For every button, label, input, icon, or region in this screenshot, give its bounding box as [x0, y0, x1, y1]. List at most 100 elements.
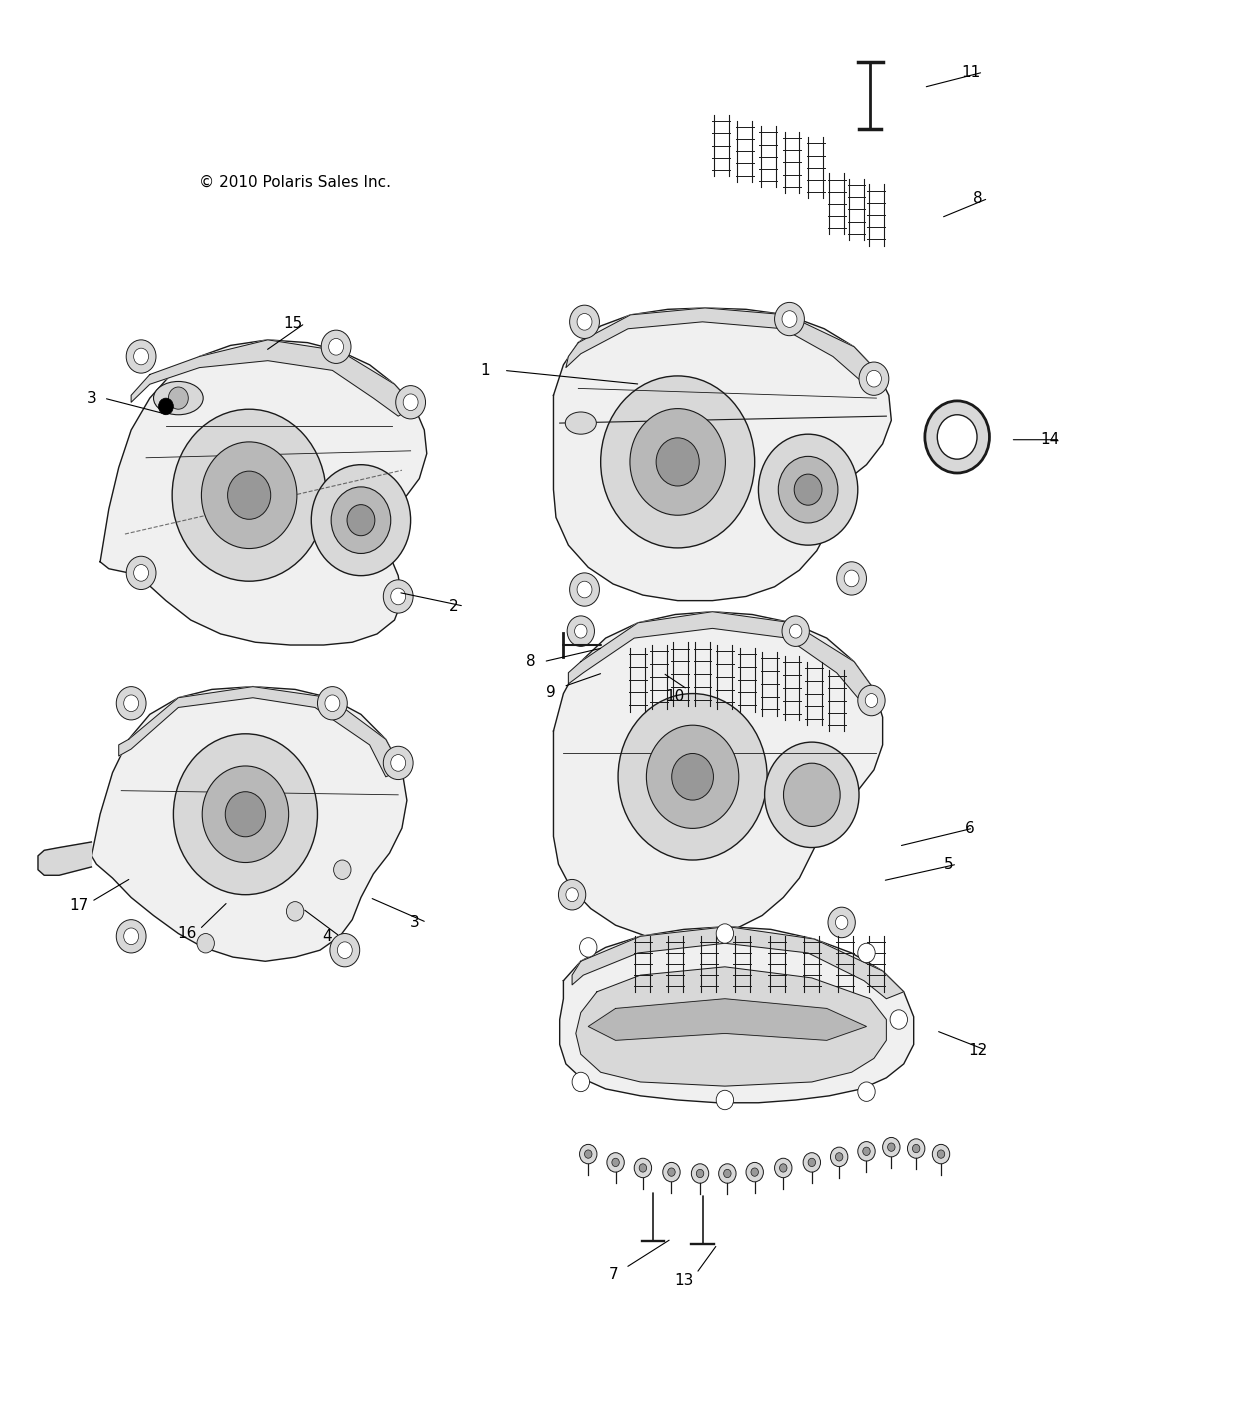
Circle shape: [607, 1153, 624, 1173]
Polygon shape: [571, 926, 904, 999]
Text: 2: 2: [450, 598, 458, 614]
Circle shape: [117, 686, 146, 720]
Circle shape: [329, 339, 344, 354]
Circle shape: [631, 409, 726, 516]
Circle shape: [780, 1164, 788, 1173]
Circle shape: [227, 471, 271, 520]
Polygon shape: [560, 926, 913, 1103]
Circle shape: [334, 860, 350, 880]
Circle shape: [663, 1163, 681, 1182]
Circle shape: [570, 305, 599, 339]
Circle shape: [937, 1150, 945, 1159]
Polygon shape: [92, 686, 407, 961]
Circle shape: [891, 1010, 908, 1030]
Polygon shape: [100, 340, 427, 644]
Text: 5: 5: [943, 856, 953, 871]
Circle shape: [723, 1170, 731, 1178]
Text: 7: 7: [608, 1268, 618, 1282]
Circle shape: [311, 465, 411, 576]
Circle shape: [383, 580, 413, 614]
Circle shape: [647, 726, 739, 828]
Circle shape: [584, 1150, 592, 1159]
Text: 1: 1: [480, 363, 490, 378]
Circle shape: [568, 616, 594, 646]
Polygon shape: [569, 612, 874, 698]
Circle shape: [830, 1147, 848, 1167]
Circle shape: [566, 888, 578, 902]
Circle shape: [746, 1163, 764, 1182]
Circle shape: [133, 349, 148, 364]
Circle shape: [858, 943, 875, 962]
Circle shape: [391, 755, 406, 771]
Circle shape: [634, 1159, 652, 1178]
Circle shape: [570, 573, 599, 607]
Circle shape: [618, 693, 767, 860]
Circle shape: [318, 686, 347, 720]
Polygon shape: [119, 686, 402, 776]
Circle shape: [133, 565, 148, 581]
Circle shape: [782, 311, 796, 328]
Circle shape: [775, 303, 804, 336]
Circle shape: [790, 625, 801, 637]
Circle shape: [579, 1145, 597, 1164]
Text: 17: 17: [69, 898, 89, 913]
Text: 4: 4: [323, 929, 333, 944]
Circle shape: [835, 915, 848, 929]
Circle shape: [844, 570, 859, 587]
Circle shape: [751, 1168, 759, 1177]
Circle shape: [579, 937, 597, 957]
Circle shape: [932, 1145, 950, 1164]
Circle shape: [883, 1138, 901, 1157]
Circle shape: [696, 1170, 703, 1178]
Circle shape: [784, 764, 840, 827]
Circle shape: [383, 747, 413, 779]
Circle shape: [937, 415, 977, 460]
Circle shape: [779, 457, 838, 523]
Circle shape: [574, 625, 587, 637]
Circle shape: [794, 474, 821, 506]
Circle shape: [225, 792, 265, 836]
Text: 14: 14: [1041, 433, 1060, 447]
Circle shape: [322, 331, 350, 363]
Polygon shape: [131, 340, 414, 416]
Circle shape: [782, 616, 809, 646]
Polygon shape: [566, 308, 877, 381]
Circle shape: [286, 902, 304, 920]
Text: 3: 3: [409, 915, 420, 930]
Circle shape: [808, 1159, 815, 1167]
Circle shape: [668, 1168, 676, 1177]
Circle shape: [338, 941, 352, 958]
Circle shape: [117, 919, 146, 953]
Circle shape: [332, 488, 391, 553]
Circle shape: [559, 880, 585, 911]
Circle shape: [867, 370, 882, 387]
Circle shape: [123, 927, 138, 944]
Circle shape: [716, 923, 734, 943]
Circle shape: [396, 385, 426, 419]
Circle shape: [858, 1082, 875, 1101]
Polygon shape: [575, 967, 887, 1086]
Circle shape: [201, 441, 296, 549]
Ellipse shape: [565, 412, 597, 434]
Text: 12: 12: [968, 1042, 988, 1058]
Circle shape: [330, 933, 359, 967]
Circle shape: [865, 693, 878, 708]
Circle shape: [803, 1153, 820, 1173]
Text: 8: 8: [526, 654, 536, 670]
Text: 15: 15: [283, 315, 303, 331]
Circle shape: [168, 387, 188, 409]
Text: 13: 13: [674, 1274, 693, 1288]
Polygon shape: [554, 612, 883, 939]
Circle shape: [173, 734, 318, 895]
Polygon shape: [554, 308, 892, 601]
Circle shape: [924, 401, 990, 474]
Circle shape: [912, 1145, 919, 1153]
Circle shape: [639, 1164, 647, 1173]
Circle shape: [691, 1164, 708, 1184]
Circle shape: [858, 1142, 875, 1161]
Circle shape: [600, 375, 755, 548]
Circle shape: [828, 908, 855, 937]
Circle shape: [908, 1139, 924, 1159]
Circle shape: [325, 695, 340, 712]
Text: 9: 9: [546, 685, 556, 699]
